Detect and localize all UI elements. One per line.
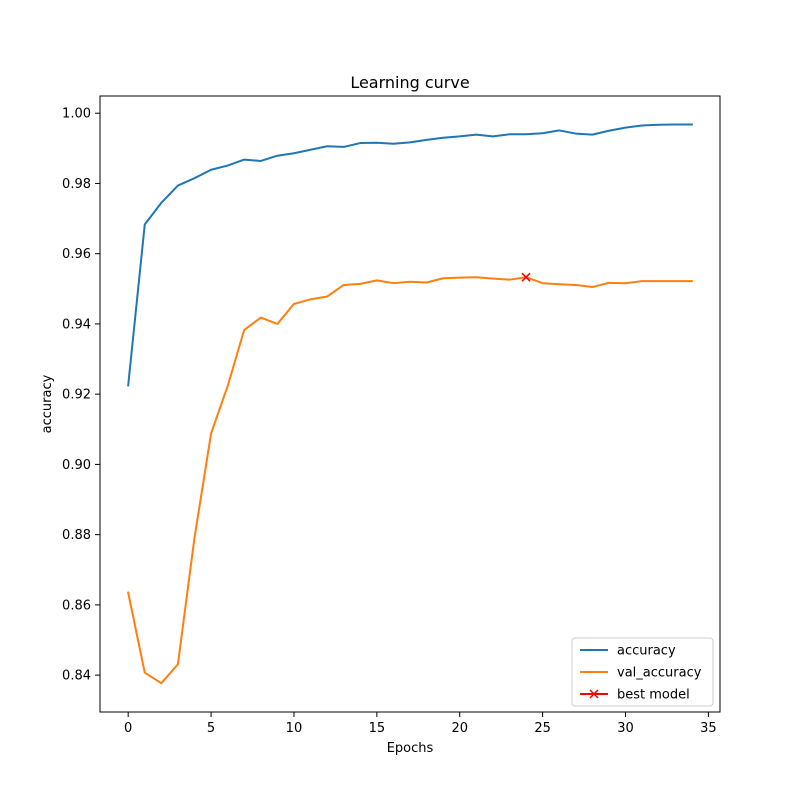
y-axis-label: accuracy <box>40 374 55 433</box>
series-line-val-accuracy <box>126 276 693 685</box>
plot-area <box>126 123 693 685</box>
legend-label: accuracy <box>617 644 676 659</box>
y-tick-label: 0.92 <box>62 388 91 403</box>
axes-frame <box>99 95 721 713</box>
y-tick-label: 0.88 <box>62 528 91 543</box>
x-tick-label: 15 <box>369 721 386 736</box>
series-line-accuracy <box>127 123 693 387</box>
y-tick-label: 0.98 <box>62 177 91 192</box>
x-tick-label: 20 <box>451 721 468 736</box>
x-tick-label: 35 <box>700 721 717 736</box>
best-model-marker <box>521 272 531 282</box>
x-tick-label: 30 <box>617 721 634 736</box>
y-tick-label: 0.96 <box>62 247 91 262</box>
y-tick-label: 0.86 <box>62 598 91 613</box>
legend-label: val_accuracy <box>617 666 702 681</box>
axes: 0 5 10 15 20 25 30 35 0.84 0.86 0.88 0.90 0.92 0.94 0.… <box>62 95 721 736</box>
legend-entry-val-accuracy: val_accuracy <box>580 666 702 681</box>
y-tick-label: 1.00 <box>62 107 91 122</box>
legend-box <box>571 637 714 707</box>
x-tick-label: 25 <box>534 721 551 736</box>
legend-label: best model <box>617 688 690 703</box>
y-tick-label: 0.94 <box>62 317 91 332</box>
y-tick-label: 0.84 <box>62 669 91 684</box>
x-tick-label: 5 <box>207 721 215 736</box>
legend-entry-best-model: best model <box>580 688 690 703</box>
y-tick-label: 0.90 <box>62 458 91 473</box>
x-tick-label: 10 <box>286 721 303 736</box>
legend-entry-accuracy: accuracy <box>580 644 676 659</box>
x-axis-label: Epochs <box>387 741 434 756</box>
x-tick-label: 0 <box>124 721 132 736</box>
chart-title: Learning curve <box>350 73 469 92</box>
